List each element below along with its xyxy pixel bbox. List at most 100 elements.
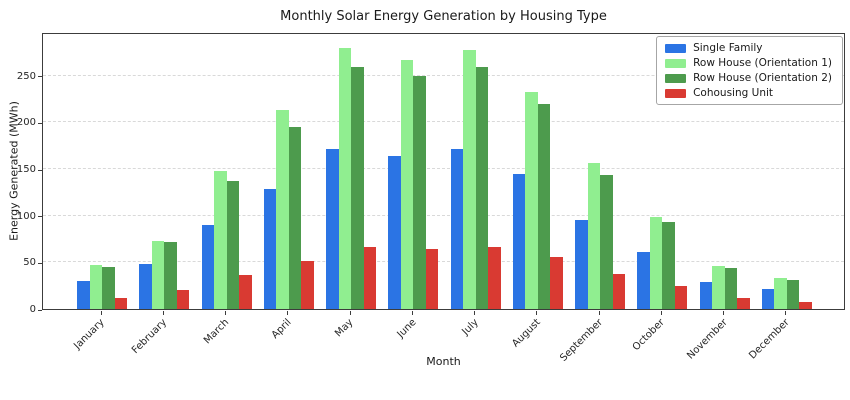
bar-row-house-orientation-2-april [288,127,302,309]
bar-single-family-october [637,252,650,309]
legend-swatch-cohousing-unit [665,88,687,98]
x-tick-label-january: January [72,317,107,352]
bar-cohousing-unit-october [674,285,688,309]
bar-row-house-orientation-1-may [338,47,352,309]
bar-single-family-march [201,225,215,309]
bar-row-house-orientation-1-july [463,49,476,309]
bar-row-house-orientation-2-march [226,181,240,309]
gridline-200 [43,121,844,123]
bar-row-house-orientation-2-june [413,75,426,309]
bar-single-family-july [450,148,464,309]
bar-row-house-orientation-2-september [600,174,613,309]
legend-swatch-single-family [665,43,687,53]
y-tick-label-50: 50 [23,257,36,269]
x-tick-label-july: July [459,317,481,338]
bar-single-family-june [388,156,401,309]
bar-cohousing-unit-december [799,301,812,309]
legend-swatch-row-house-orientation-2 [665,73,687,83]
y-tick-mark-100 [38,216,42,218]
gridline-250 [43,74,844,76]
bar-cohousing-unit-may [363,246,376,309]
y-tick-label-0: 0 [29,304,36,315]
bar-cohousing-unit-january [114,297,128,309]
x-tick-label-june: June [394,317,419,341]
bar-single-family-may [326,148,339,309]
bar-row-house-orientation-2-may [351,66,364,309]
legend: Single Family Row House (Orientation 1) Ro… [656,36,843,105]
bar-row-house-orientation-1-september [587,162,601,309]
x-tick-mark-november [723,311,725,315]
bar-cohousing-unit-august [550,256,563,309]
bar-single-family-january [77,281,90,309]
y-tick-mark-200 [38,122,42,124]
y-tick-label-250: 250 [16,70,36,82]
bar-row-house-orientation-1-january [89,265,103,309]
legend-label-row-house-orientation-1: Row House (Orientation 1) [693,57,832,69]
bar-row-house-orientation-2-january [102,267,115,309]
legend-item-row-house-orientation-2: Row House (Orientation 2) [665,72,832,84]
x-tick-label-february: February [130,317,170,357]
y-tick-label-200: 200 [16,117,36,129]
x-tick-mark-august [536,311,538,315]
x-tick-mark-december [785,311,787,315]
x-tick-mark-october [660,311,662,315]
bar-cohousing-unit-september [612,273,625,309]
x-tick-mark-july [474,311,476,315]
bar-cohousing-unit-june [425,249,439,309]
y-tick-mark-250 [38,76,42,78]
bar-cohousing-unit-april [301,261,314,309]
bar-single-family-august [512,173,526,309]
bar-cohousing-unit-february [176,290,190,309]
bar-single-family-april [263,188,277,309]
bar-row-house-orientation-2-july [475,66,489,309]
bar-row-house-orientation-1-march [214,170,227,309]
bar-row-house-orientation-2-december [786,280,800,309]
bar-row-house-orientation-1-august [525,91,538,309]
bar-row-house-orientation-2-february [164,241,177,309]
bar-row-house-orientation-1-october [649,216,663,309]
chart-title: Monthly Solar Energy Generation by Housi… [280,9,607,24]
x-tick-mark-june [411,311,413,315]
bar-row-house-orientation-1-december [774,278,787,309]
legend-label-single-family: Single Family [693,42,763,54]
y-tick-label-100: 100 [16,210,36,222]
bar-row-house-orientation-2-august [537,103,551,309]
x-tick-mark-february [162,311,164,315]
legend-swatch-row-house-orientation-1 [665,58,687,68]
gridline-150 [43,168,844,170]
bar-row-house-orientation-1-june [400,59,414,309]
bar-row-house-orientation-1-november [712,266,725,309]
y-tick-label-150: 150 [16,164,36,176]
y-tick-mark-0 [38,309,42,311]
gridline-100 [43,214,844,216]
bar-single-family-september [575,220,588,309]
bar-single-family-november [699,281,713,309]
legend-item-row-house-orientation-1: Row House (Orientation 1) [665,57,832,69]
bar-row-house-orientation-1-april [276,110,289,309]
bar-row-house-orientation-2-november [724,267,738,309]
x-tick-mark-january [100,311,102,315]
x-tick-label-october: October [631,317,668,354]
bar-cohousing-unit-november [737,297,750,309]
gridline-50 [43,261,844,263]
x-tick-label-august: August [510,317,543,350]
legend-label-cohousing-unit: Cohousing Unit [693,87,774,99]
bar-cohousing-unit-july [488,246,501,309]
bar-row-house-orientation-1-february [151,240,165,309]
y-tick-mark-150 [38,169,42,171]
x-tick-label-may: May [333,317,356,340]
x-tick-mark-april [287,311,289,315]
x-axis-label: Month [426,355,461,368]
bar-row-house-orientation-2-october [662,222,675,309]
bar-single-family-december [761,289,775,309]
x-tick-mark-may [349,311,351,315]
legend-item-single-family: Single Family [665,42,832,54]
x-tick-mark-september [598,311,600,315]
x-tick-mark-march [225,311,227,315]
legend-label-row-house-orientation-2: Row House (Orientation 2) [693,72,832,84]
x-tick-label-april: April [269,317,294,341]
x-tick-label-march: March [202,317,232,347]
y-tick-mark-50 [38,262,42,264]
bar-cohousing-unit-march [239,275,252,309]
